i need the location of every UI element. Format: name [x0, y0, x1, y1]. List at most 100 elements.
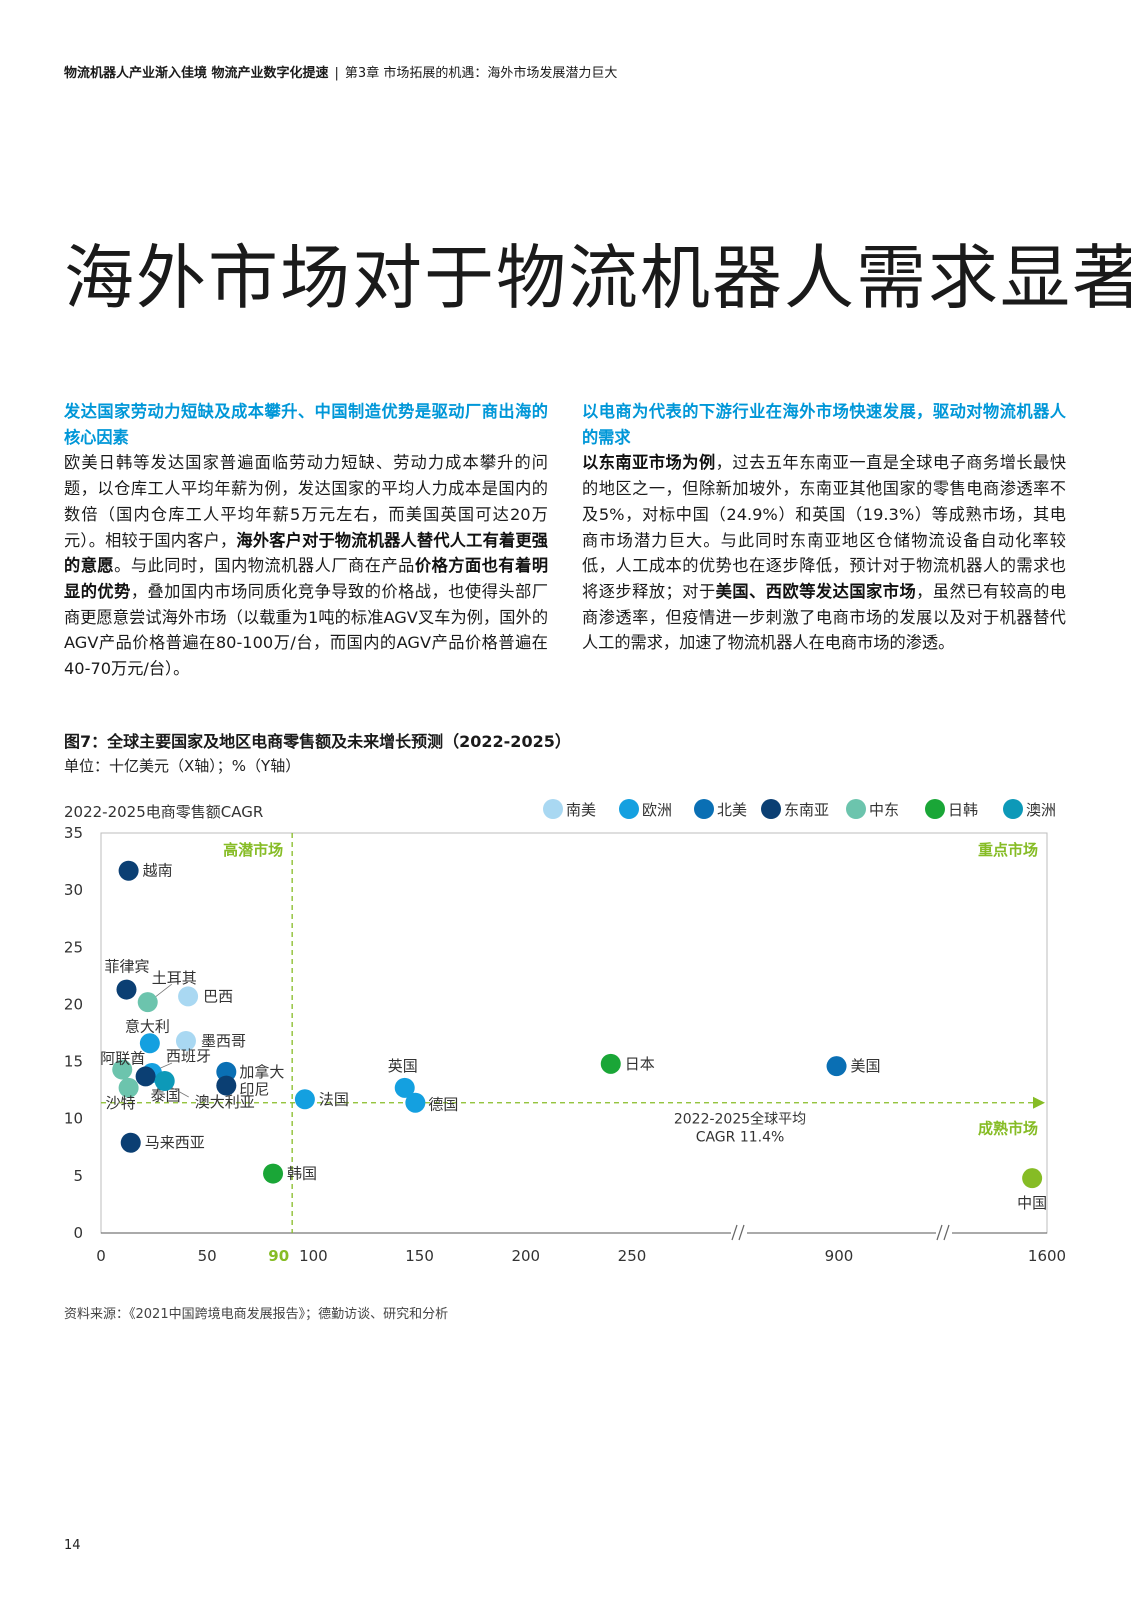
data-point: [175, 1031, 196, 1051]
figure-title: 图7：全球主要国家及地区电商零售额及未来增长预测（2022-2025）: [64, 732, 571, 751]
data-point-label: 越南: [143, 862, 173, 880]
data-point-label: 阿联酋: [100, 1050, 145, 1068]
data-point: [118, 860, 139, 881]
data-point: [178, 986, 199, 1007]
data-point: [216, 1061, 237, 1082]
data-point-label: 菲律宾: [104, 958, 149, 976]
axis-break-mark: [738, 1224, 745, 1241]
average-cagr-label: 2022-2025全球平均: [674, 1111, 806, 1128]
data-point-label: 泰国: [151, 1086, 181, 1104]
x-tick-label: 150: [405, 1247, 434, 1265]
data-point-label: 西班牙: [166, 1047, 211, 1065]
source-note: 资料来源：《2021中国跨境电商发展报告》；德勤访谈、研究和分析: [64, 1307, 449, 1322]
data-point: [118, 1077, 139, 1098]
y-axis-title: 2022-2025电商零售额CAGR: [64, 803, 263, 821]
data-point-label: 日本: [625, 1055, 655, 1073]
left-paragraph: 欧美日韩等发达国家普遍面临劳动力短缺、劳动力成本攀升的问题，以仓库工人平均年薪为…: [64, 450, 548, 681]
x-tick-label: 900: [825, 1247, 854, 1265]
legend-label: 中东: [869, 801, 899, 819]
left-column: 发达国家劳动力短缺及成本攀升、中国制造优势是驱动厂商出海的核心因素 欧美日韩等发…: [64, 399, 548, 682]
y-tick-label: 35: [64, 824, 83, 842]
average-cagr-arrow: [1033, 1096, 1045, 1109]
data-point-label: 法国: [319, 1090, 349, 1108]
right-subheading: 以电商为代表的下游行业在海外市场快速发展，驱动对物流机器人的需求: [582, 402, 1066, 447]
data-point: [137, 992, 158, 1013]
data-point: [826, 1056, 847, 1077]
y-tick-label: 30: [64, 881, 83, 899]
right-column: 以电商为代表的下游行业在海外市场快速发展，驱动对物流机器人的需求 以东南亚市场为…: [582, 399, 1066, 656]
data-point: [263, 1163, 284, 1184]
data-point-label: 土耳其: [152, 969, 197, 987]
data-point-label: 墨西哥: [201, 1032, 246, 1050]
legend-swatch: [543, 799, 563, 819]
data-point-label: 韩国: [287, 1165, 317, 1183]
right-bold-2: 美国、西欧等发达国家市场: [715, 581, 917, 601]
data-point-label: 沙特: [106, 1094, 136, 1112]
header-title: 物流机器人产业渐入佳境 物流产业数字化提速: [64, 66, 329, 81]
label-leader-line: [153, 983, 172, 999]
axis-break-mark: [943, 1224, 950, 1241]
x-tick-label: 1600: [1028, 1247, 1066, 1265]
left-text-1: 欧美日韩等发达国家普遍面临劳动力短缺、劳动力成本攀升的问题，以仓库工人平均年薪为…: [64, 453, 548, 550]
left-bold-2: 价格方面也有着明显的优势: [64, 556, 549, 601]
data-point-label: 巴西: [203, 987, 233, 1005]
scatter-chart: 0 5 10 15 20 25 30 35 2022-2025电商零售额CAGR 0 50 100 15…: [64, 799, 1066, 1265]
x-tick-label: 50: [198, 1247, 217, 1265]
right-paragraph: 以东南亚市场为例，过去五年东南亚一直是全球电子商务增长最快的地区之一，但除新加坡…: [582, 450, 1066, 656]
data-point: [405, 1092, 426, 1113]
x-tick-label: 250: [618, 1247, 647, 1265]
page-number: 14: [64, 1538, 81, 1553]
quadrant-label-high-potential: 高潜市场: [223, 841, 283, 859]
legend-label: 北美: [717, 801, 747, 819]
data-point-label: 马来西亚: [145, 1134, 205, 1152]
average-cagr-label: CAGR 11.4%: [696, 1130, 785, 1146]
axis-break-mark: [936, 1224, 943, 1241]
data-point: [394, 1077, 415, 1098]
data-point: [139, 1033, 160, 1054]
data-point-label: 澳大利亚: [195, 1093, 255, 1111]
data-point: [112, 1059, 133, 1080]
y-tick-label: 25: [64, 938, 83, 956]
data-point: [120, 1132, 141, 1153]
y-tick-label: 5: [73, 1167, 83, 1185]
x-tick-label: 100: [299, 1247, 328, 1265]
left-text-3: ，叠加国内市场同质化竞争导致的价格战，也使得头部厂商更愿意尝试海外市场（以载重为…: [64, 581, 549, 679]
label-leader-line: [170, 1086, 189, 1098]
left-text-2: 。与此同时，国内物流机器人厂商在产品: [114, 556, 415, 576]
data-point: [216, 1075, 237, 1096]
quadrant-label-mature: 成熟市场: [978, 1120, 1038, 1138]
legend-label: 东南亚: [784, 801, 829, 819]
page-title: 海外市场对于物流机器人需求显著: [64, 237, 1131, 319]
axis-break-mark: [731, 1224, 738, 1241]
x-tick-label: 0: [96, 1247, 106, 1265]
data-point: [1022, 1168, 1043, 1189]
legend-label: 欧洲: [642, 801, 672, 819]
left-subheading: 发达国家劳动力短缺及成本攀升、中国制造优势是驱动厂商出海的核心因素: [64, 402, 548, 447]
y-tick-label: 10: [64, 1110, 83, 1128]
figure-unit: 单位：十亿美元（X轴）；%（Y轴）: [64, 757, 301, 775]
quadrant-label-key: 重点市场: [978, 841, 1038, 859]
y-tick-label: 20: [64, 995, 83, 1013]
data-point: [116, 979, 137, 1000]
legend-swatch: [694, 799, 714, 819]
legend-swatch: [925, 799, 945, 819]
data-point: [294, 1089, 315, 1110]
legend-label: 日韩: [948, 801, 978, 819]
y-tick-label: 15: [64, 1053, 83, 1071]
data-point-label: 德国: [428, 1096, 458, 1114]
data-point-label: 印尼: [239, 1081, 269, 1099]
left-bold-1: 海外客户对于物流机器人替代人工有着更强的意愿: [64, 530, 548, 576]
header-separator: |: [334, 66, 339, 81]
data-point: [600, 1053, 621, 1074]
data-point-label: 美国: [851, 1057, 881, 1075]
y-tick-label: 0: [73, 1224, 83, 1242]
x-threshold-label: 90: [268, 1247, 289, 1265]
running-header: 物流机器人产业渐入佳境 物流产业数字化提速 | 第3章 市场拓展的机遇：海外市场发展…: [64, 62, 617, 81]
legend-label: 澳洲: [1026, 801, 1056, 819]
data-point-label: 意大利: [125, 1017, 170, 1035]
legend-swatch: [619, 799, 639, 819]
x-tick-label: 200: [511, 1247, 540, 1265]
legend-swatch: [1003, 799, 1023, 819]
data-point-label: 英国: [388, 1057, 418, 1075]
legend-swatch: [846, 799, 866, 819]
